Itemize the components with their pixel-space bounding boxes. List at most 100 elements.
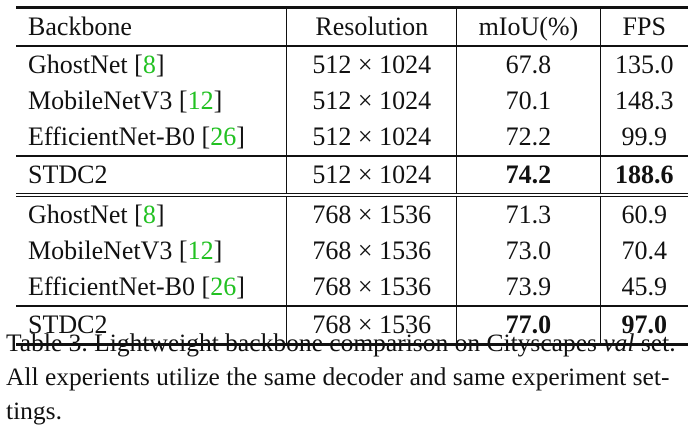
caption-line-1: Table 3. Lightweight backbone comparison… [6, 326, 690, 360]
fps-cell-value: 60.9 [621, 200, 668, 229]
citation-open-bracket: [ [195, 272, 211, 301]
citation-close-bracket: ] [236, 272, 245, 301]
caption-line-2: All experients utilize the same decoder … [6, 362, 670, 391]
fps-cell: 188.6 [600, 155, 688, 195]
backbone-cell: STDC2 [16, 305, 288, 345]
header-resolution: Resolution [286, 7, 458, 46]
miou-cell-value: 73.9 [505, 272, 552, 301]
fps-cell-value: 135.0 [615, 50, 674, 79]
results-table: Backbone Resolution mIoU(%) FPS GhostNet… [16, 6, 688, 346]
table-body: GhostNet [8] 512 × 1024 67.8 135.0 MobileNet… [16, 46, 688, 345]
caption-text-end: set. [640, 328, 676, 357]
table-row: EfficientNet-B0 [26] 512 × 1024 72.2 99.9 [16, 119, 688, 156]
fps-cell-value: 70.4 [621, 236, 668, 265]
citation-close-bracket: ] [155, 50, 165, 79]
resolution-cell: 512 × 1024 [286, 119, 458, 156]
resolution-cell-value: 512 × 1024 [312, 86, 432, 115]
backbone-cell: MobileNetV3 [12] [16, 233, 288, 269]
caption-italic-val: val [603, 328, 635, 357]
miou-cell: 67.8 [456, 46, 601, 83]
caption-text: Lightweight backbone comparison on Citys… [94, 328, 597, 357]
resolution-cell: 512 × 1024 [286, 46, 458, 83]
table-header-row: Backbone Resolution mIoU(%) FPS [16, 7, 688, 46]
miou-cell-value: 73.0 [505, 236, 552, 265]
miou-cell: 73.9 [456, 269, 601, 306]
resolution-cell: 768 × 1536 [286, 305, 458, 345]
resolution-cell-value: 768 × 1536 [312, 236, 432, 265]
resolution-cell-value: 768 × 1536 [312, 272, 432, 301]
table-row: MobileNetV3 [12] 512 × 1024 70.1 148.3 [16, 83, 688, 119]
backbone-name: GhostNet [28, 50, 128, 79]
table-row-stdc2: STDC2 512 × 1024 74.2 188.6 [16, 155, 688, 195]
miou-cell-value: 74.2 [505, 160, 552, 189]
citation-open-bracket: [ [172, 236, 188, 265]
citation-close-bracket: ] [213, 86, 223, 115]
miou-cell: 74.2 [456, 155, 601, 195]
fps-cell: 135.0 [600, 46, 688, 83]
resolution-cell-value: 512 × 1024 [312, 160, 432, 189]
miou-cell: 70.1 [456, 83, 601, 119]
table-row-stdc2: STDC2 768 × 1536 77.0 97.0 [16, 305, 688, 345]
citation-link[interactable]: 8 [142, 200, 156, 229]
backbone-cell: GhostNet [8] [16, 46, 288, 83]
backbone-cell: EfficientNet-B0 [26] [16, 269, 288, 306]
miou-cell: 77.0 [456, 305, 601, 345]
miou-cell: 72.2 [456, 119, 601, 156]
resolution-cell: 768 × 1536 [286, 269, 458, 306]
resolution-cell: 768 × 1536 [286, 233, 458, 269]
resolution-cell: 512 × 1024 [286, 155, 458, 195]
backbone-name: STDC2 [28, 160, 108, 189]
citation-link[interactable]: 12 [187, 236, 214, 265]
backbone-cell: EfficientNet-B0 [26] [16, 119, 288, 156]
citation-open-bracket: [ [195, 122, 211, 151]
caption-line-3: tings. [6, 396, 62, 425]
resolution-cell-value: 512 × 1024 [312, 122, 432, 151]
miou-cell-value: 71.3 [505, 200, 552, 229]
backbone-cell: GhostNet [8] [16, 195, 288, 233]
fps-cell: 70.4 [600, 233, 688, 269]
fps-cell-value: 188.6 [615, 160, 674, 189]
miou-cell-value: 77.0 [505, 310, 552, 339]
table-row: EfficientNet-B0 [26] 768 × 1536 73.9 45.9 [16, 269, 688, 306]
fps-cell: 99.9 [600, 119, 688, 156]
resolution-cell-value: 512 × 1024 [312, 50, 432, 79]
fps-cell-value: 45.9 [621, 272, 668, 301]
fps-cell: 45.9 [600, 269, 688, 306]
header-backbone: Backbone [16, 7, 288, 46]
miou-cell: 71.3 [456, 195, 601, 233]
citation-open-bracket: [ [172, 86, 188, 115]
header-fps: FPS [622, 12, 666, 41]
fps-cell: 60.9 [600, 195, 688, 233]
citation-close-bracket: ] [155, 200, 165, 229]
table-row: GhostNet [8] 768 × 1536 71.3 60.9 [16, 195, 688, 233]
citation-close-bracket: ] [236, 122, 245, 151]
citation-close-bracket: ] [213, 236, 223, 265]
fps-cell-value: 97.0 [621, 310, 668, 339]
citation-link[interactable]: 8 [142, 50, 156, 79]
miou-cell: 73.0 [456, 233, 601, 269]
citation-link[interactable]: 26 [210, 272, 237, 301]
miou-cell-value: 72.2 [505, 122, 552, 151]
citation-link[interactable]: 26 [210, 122, 237, 151]
backbone-name: EfficientNet-B0 [28, 272, 196, 301]
backbone-cell: STDC2 [16, 155, 288, 195]
backbone-name: STDC2 [28, 310, 108, 339]
resolution-cell: 512 × 1024 [286, 83, 458, 119]
backbone-cell: MobileNetV3 [12] [16, 83, 288, 119]
header-miou: mIoU(%) [456, 7, 601, 46]
fps-cell-value: 148.3 [615, 86, 674, 115]
resolution-cell: 768 × 1536 [286, 195, 458, 233]
backbone-name: MobileNetV3 [28, 236, 173, 265]
citation-open-bracket: [ [127, 50, 143, 79]
table-caption: Table 3. Lightweight backbone comparison… [6, 326, 690, 428]
table-row: GhostNet [8] 512 × 1024 67.8 135.0 [16, 46, 688, 83]
fps-cell: 97.0 [600, 305, 688, 345]
backbone-name: MobileNetV3 [28, 86, 173, 115]
backbone-name: EfficientNet-B0 [28, 122, 196, 151]
table-figure: Backbone Resolution mIoU(%) FPS GhostNet… [6, 6, 688, 425]
resolution-cell-value: 768 × 1536 [312, 310, 432, 339]
citation-link[interactable]: 12 [187, 86, 214, 115]
miou-cell-value: 67.8 [505, 50, 552, 79]
backbone-name: GhostNet [28, 200, 128, 229]
fps-cell: 148.3 [600, 83, 688, 119]
